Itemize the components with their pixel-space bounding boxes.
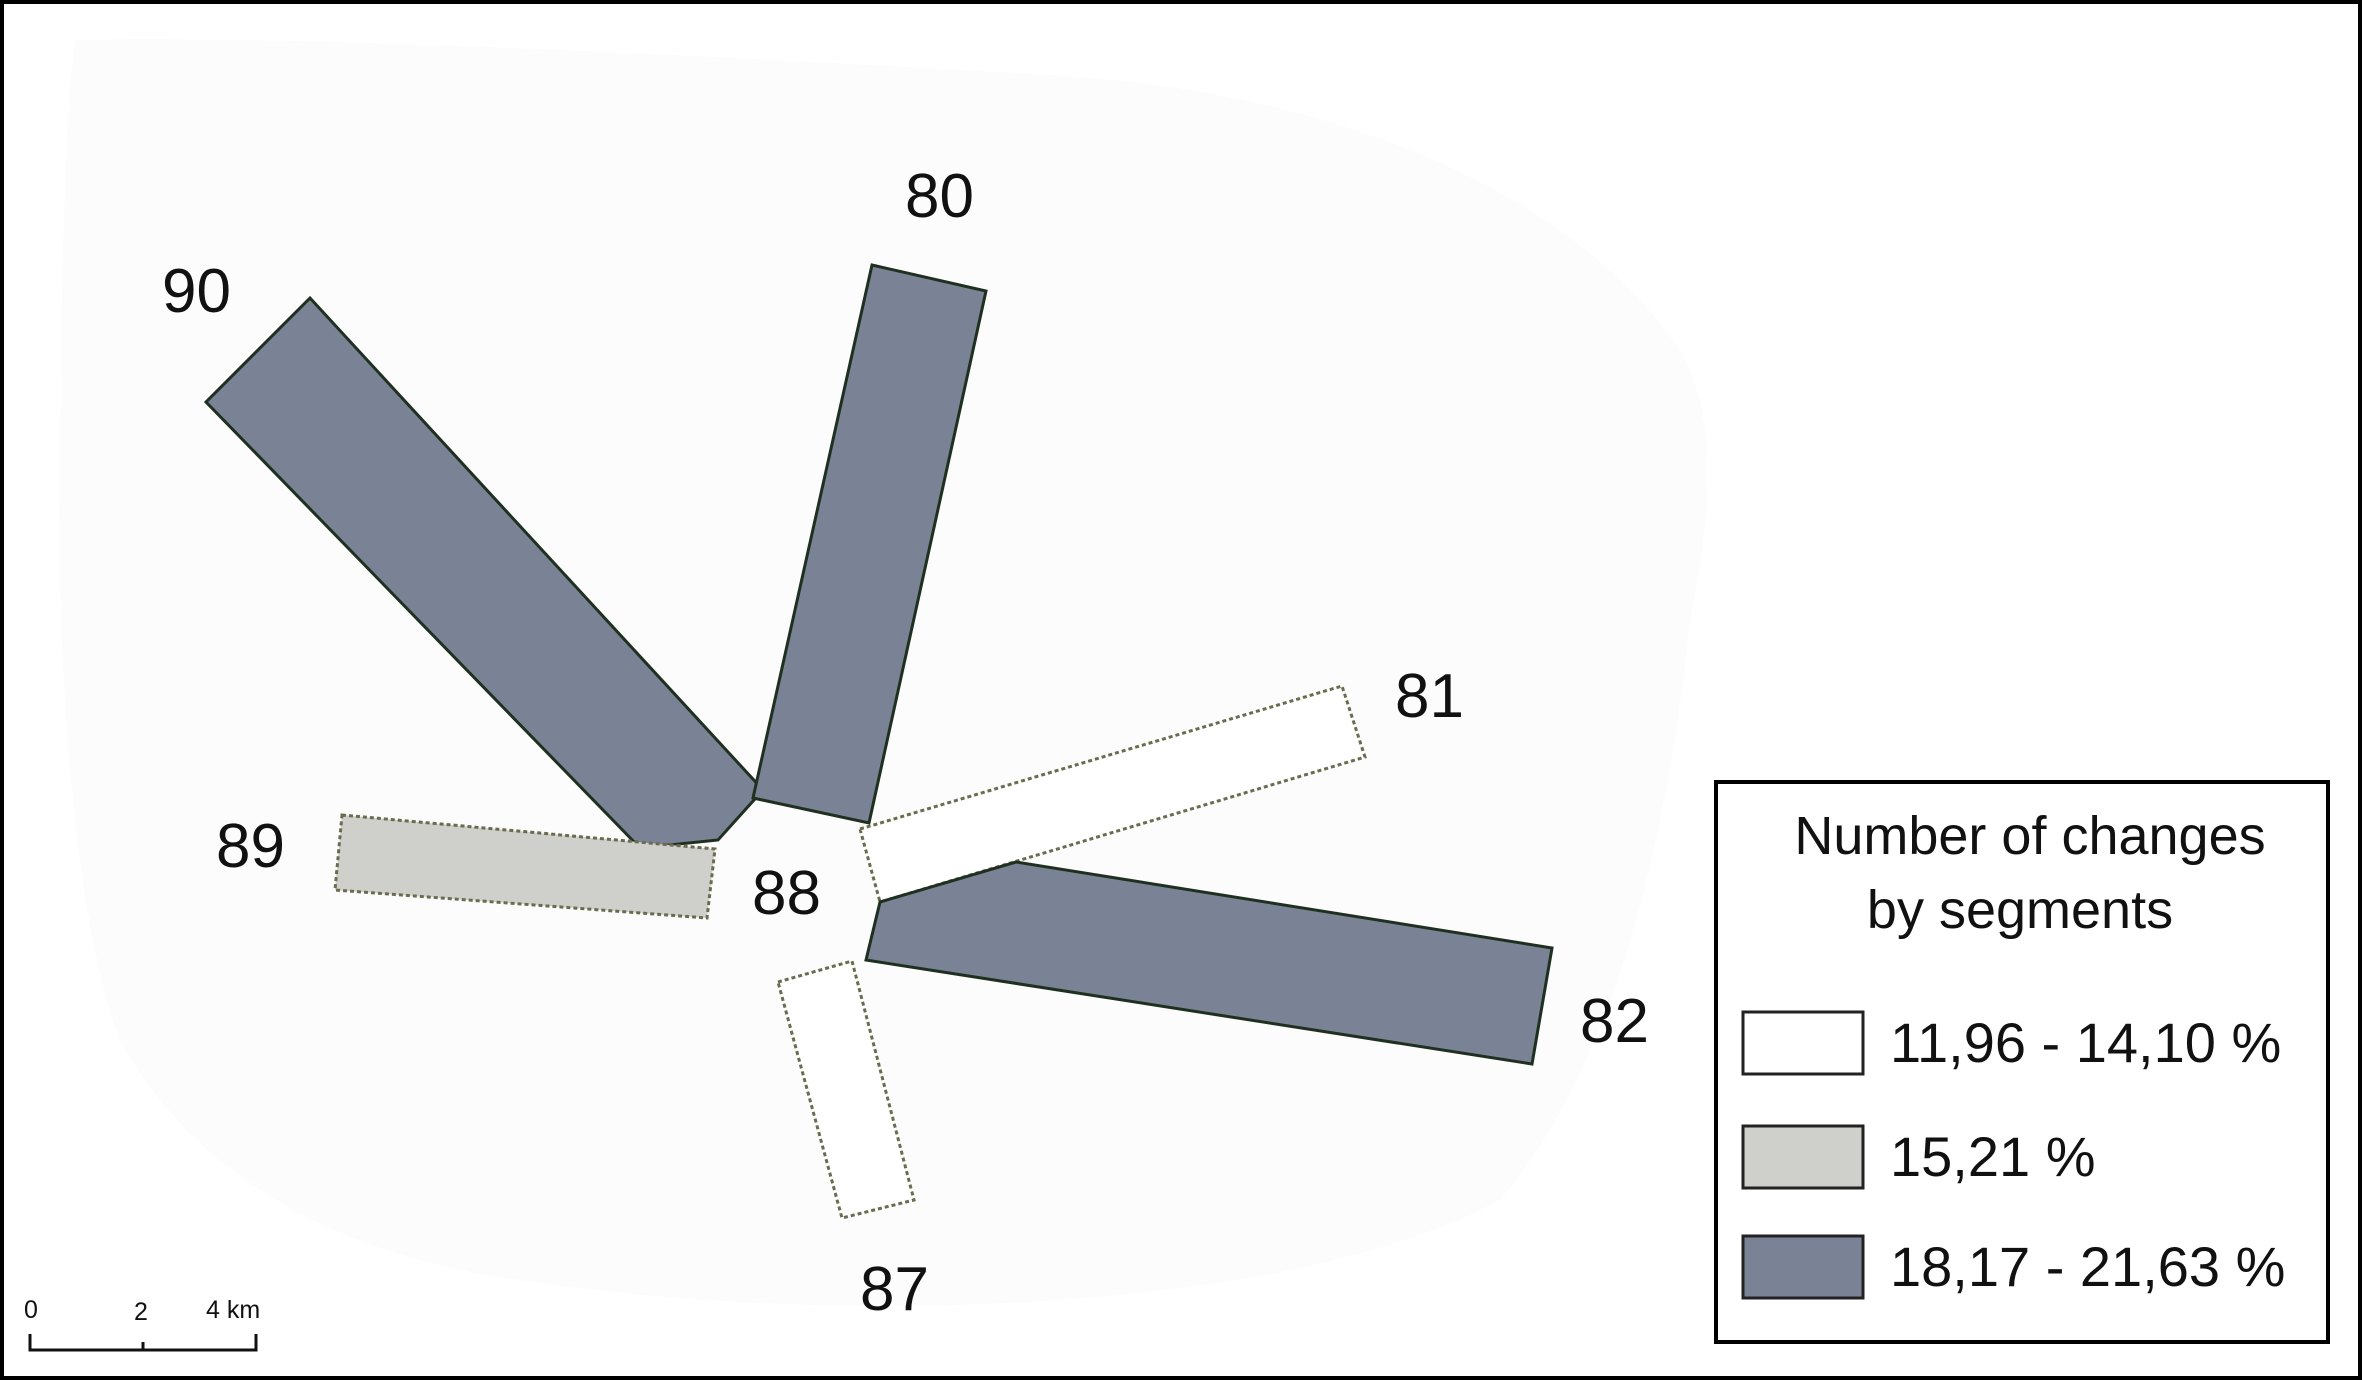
legend: Number of changes by segments 11,96 - 14… (1714, 780, 2330, 1344)
segment-80 (751, 263, 988, 825)
legend-title-line1: Number of changes (1794, 806, 2265, 866)
segment-label-88: 88 (752, 859, 821, 928)
scale-bar-line (28, 1334, 258, 1352)
legend-label-mid: 15,21 % (1890, 1125, 2096, 1188)
legend-swatch-high (1741, 1234, 1865, 1300)
segment-81 (858, 684, 1367, 904)
legend-swatch-low (1741, 1010, 1865, 1076)
legend-label-high: 18,17 - 21,63 % (1890, 1235, 2285, 1298)
scale-tick-4: 4 km (206, 1296, 260, 1324)
segment-90 (203, 295, 766, 850)
segment-label-89: 89 (216, 812, 285, 881)
segment-82 (864, 860, 1554, 1066)
segment-87 (776, 959, 916, 1220)
segment-label-81: 81 (1395, 662, 1464, 731)
legend-swatch-mid (1741, 1124, 1865, 1190)
segment-label-87: 87 (860, 1255, 929, 1324)
segment-label-90: 90 (162, 257, 231, 326)
segment-label-82: 82 (1580, 987, 1649, 1056)
legend-label-low: 11,96 - 14,10 % (1890, 1011, 2281, 1074)
segment-label-80: 80 (905, 162, 974, 231)
segment-89 (333, 813, 717, 920)
scale-tick-0: 0 (24, 1296, 38, 1324)
legend-title-line2: by segments (1867, 880, 2173, 940)
scale-bar: 0 2 4 km (24, 1296, 260, 1352)
scale-tick-2: 2 (134, 1298, 148, 1326)
